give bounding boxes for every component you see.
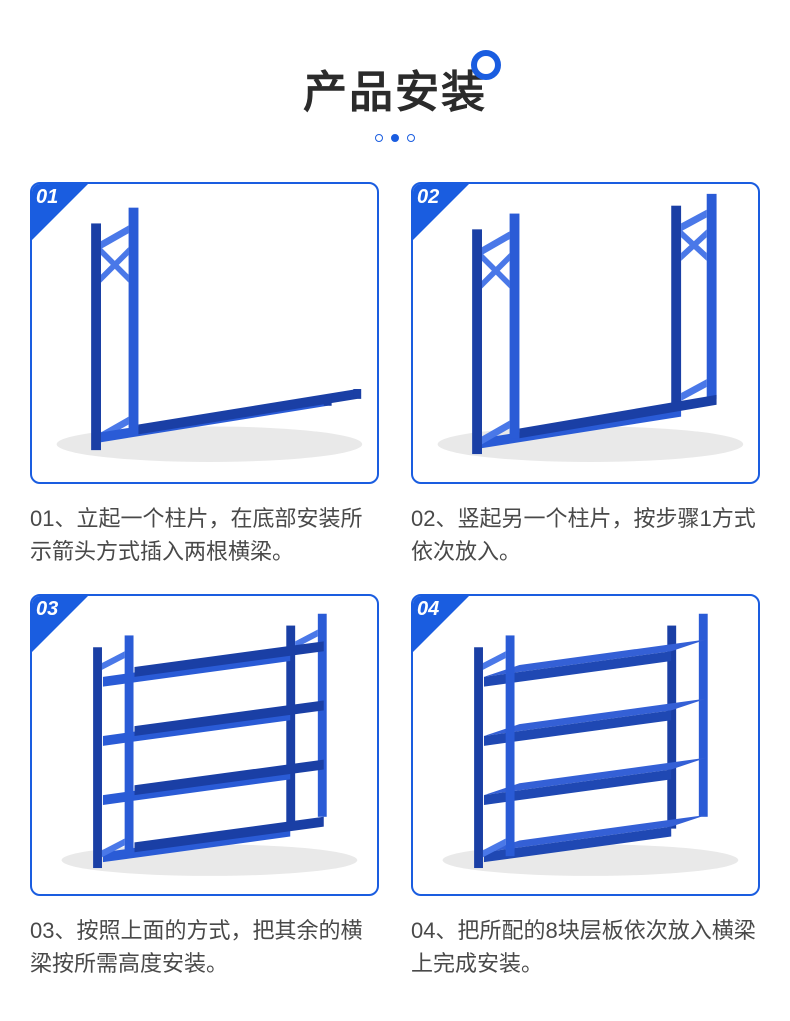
step-02-desc: 02、竖起另一个柱片，按步骤1方式依次放入。 bbox=[411, 502, 760, 568]
title-text: 产品安装 bbox=[303, 68, 487, 117]
step-03: 03 bbox=[30, 594, 379, 980]
step-04-card: 04 bbox=[411, 594, 760, 896]
header: 产品安装 bbox=[0, 0, 790, 142]
step-01-card: 01 bbox=[30, 182, 379, 484]
step-04: 04 bbox=[411, 594, 760, 980]
page-title: 产品安装 bbox=[303, 56, 487, 120]
step-01-desc: 01、立起一个柱片，在底部安装所示箭头方式插入两根横梁。 bbox=[30, 502, 379, 568]
dot-icon bbox=[375, 134, 383, 142]
decorative-dots bbox=[0, 134, 790, 142]
step-04-desc: 04、把所配的8块层板依次放入横梁上完成安装。 bbox=[411, 914, 760, 980]
step-04-number: 04 bbox=[417, 598, 439, 621]
step-01: 01 01、立起一个柱片，在底部安装所 bbox=[30, 182, 379, 568]
step-02-card: 02 bbox=[411, 182, 760, 484]
step-02-number: 02 bbox=[417, 186, 439, 209]
step-01-number: 01 bbox=[36, 186, 58, 209]
dot-icon bbox=[391, 134, 399, 142]
title-accent-circle bbox=[471, 50, 501, 80]
step-02: 02 bbox=[411, 182, 760, 568]
step-03-number: 03 bbox=[36, 598, 58, 621]
step-03-card: 03 bbox=[30, 594, 379, 896]
step-03-desc: 03、按照上面的方式，把其余的横梁按所需高度安装。 bbox=[30, 914, 379, 980]
dot-icon bbox=[407, 134, 415, 142]
steps-grid: 01 01、立起一个柱片，在底部安装所 bbox=[0, 142, 790, 980]
